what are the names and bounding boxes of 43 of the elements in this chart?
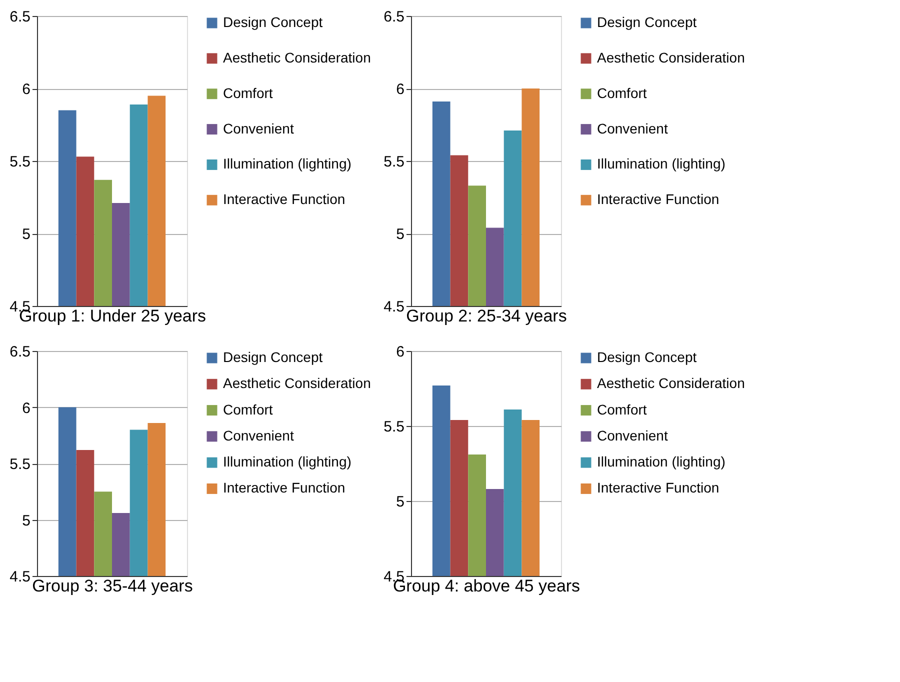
y-tick-label: 5 bbox=[22, 226, 30, 243]
legend-label: Interactive Function bbox=[597, 480, 720, 496]
x-axis-title: Group 3: 35-44 years bbox=[32, 576, 193, 596]
x-axis-title: Group 2: 25-34 years bbox=[406, 306, 567, 326]
y-tick-label: 6 bbox=[396, 81, 404, 98]
legend-label: Interactive Function bbox=[223, 480, 346, 496]
legend-label: Illumination (lighting) bbox=[223, 454, 352, 470]
legend-label: Aesthetic Consideration bbox=[597, 375, 745, 392]
y-tick-label: 5 bbox=[396, 494, 404, 510]
legend-label: Illumination (lighting) bbox=[597, 156, 726, 172]
y-tick-label: 6 bbox=[22, 400, 30, 417]
y-tick-label: 4.5 bbox=[384, 298, 404, 316]
legend-label: Comfort bbox=[597, 84, 647, 101]
y-tick-label: 5.5 bbox=[384, 418, 404, 436]
y-tick-label: 5.5 bbox=[384, 154, 404, 170]
y-tick-label: 5 bbox=[396, 226, 404, 243]
legend-label: Interactive Function bbox=[223, 191, 346, 208]
legend-label: Convenient bbox=[597, 120, 668, 136]
legend-label: Convenient bbox=[597, 427, 668, 444]
y-tick-label: 6.5 bbox=[10, 8, 30, 26]
y-tick-label: 6 bbox=[22, 81, 30, 98]
legend-label: Comfort bbox=[223, 401, 273, 418]
legend-label: Comfort bbox=[597, 401, 647, 418]
legend-label: Design Concept bbox=[597, 349, 697, 365]
y-tick-label: 6.5 bbox=[10, 344, 30, 360]
y-tick-label: 6 bbox=[396, 344, 404, 360]
legend-label: Convenient bbox=[223, 120, 294, 136]
legend-label: Convenient bbox=[223, 427, 294, 444]
legend-label: Comfort bbox=[223, 84, 273, 101]
legend-label: Aesthetic Consideration bbox=[597, 49, 745, 66]
y-tick-label: 5.5 bbox=[10, 456, 30, 473]
y-tick-label: 5.5 bbox=[10, 154, 30, 170]
y-tick-label: 6.5 bbox=[384, 8, 404, 26]
legend-label: Design Concept bbox=[223, 14, 323, 30]
legend-label: Design Concept bbox=[223, 349, 323, 365]
y-tick-label: 4.5 bbox=[10, 568, 30, 586]
y-tick-label: 5 bbox=[22, 512, 30, 530]
legend-label: Aesthetic Consideration bbox=[223, 49, 371, 66]
legend-label: Illumination (lighting) bbox=[597, 454, 726, 470]
legend-label: Interactive Function bbox=[597, 191, 720, 208]
legend-label: Design Concept bbox=[597, 14, 697, 30]
legend-label: Aesthetic Consideration bbox=[223, 375, 371, 392]
legend-label: Illumination (lighting) bbox=[223, 156, 352, 172]
